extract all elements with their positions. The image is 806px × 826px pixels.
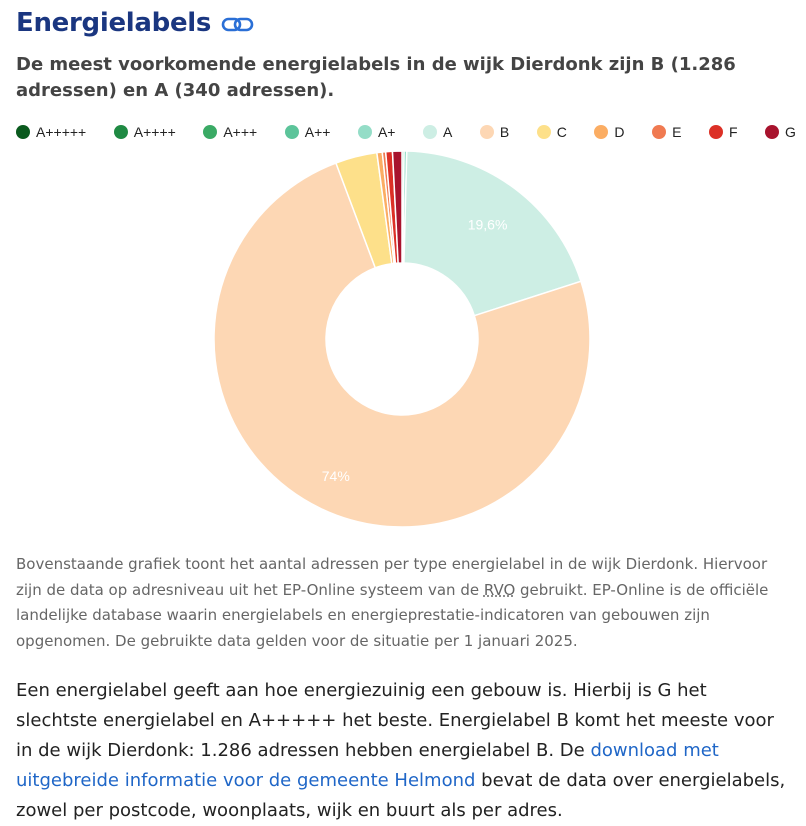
legend-swatch — [284, 125, 299, 139]
legend-item[interactable]: A+++ — [203, 124, 257, 140]
legend-swatch — [203, 125, 218, 139]
legend-label: A++ — [304, 124, 331, 140]
data-label: 19,6% — [468, 217, 508, 233]
legend-label: E — [672, 124, 682, 140]
legend-item[interactable]: F — [708, 124, 738, 140]
legend-swatch — [423, 125, 438, 139]
download-link[interactable]: download met uitgebreide informatie voor… — [16, 740, 719, 791]
chart-legend: A+++++ A++++ A+++ A++ A+ A B C D E F G — [16, 124, 796, 140]
legend-label: D — [614, 124, 625, 140]
legend-label: B — [499, 124, 510, 140]
title-row: Energielabels — [16, 8, 255, 38]
legend-label: F — [728, 124, 738, 140]
legend-label: A+ — [377, 124, 396, 140]
legend-swatch — [357, 125, 372, 139]
legend-swatch — [479, 125, 494, 139]
legend-swatch — [16, 125, 30, 139]
legend-swatch — [652, 125, 667, 139]
slice-b[interactable] — [213, 162, 591, 528]
legend-label: A+++ — [223, 124, 258, 140]
page-title: Energielabels — [16, 8, 212, 38]
legend-swatch — [594, 125, 609, 139]
legend-swatch — [536, 125, 551, 139]
legend-item[interactable]: A — [423, 124, 452, 140]
slice-a[interactable] — [403, 150, 582, 317]
legend-swatch — [708, 125, 723, 139]
donut-chart: 19,6% 74% — [213, 150, 591, 528]
legend-label: A+++++ — [36, 124, 87, 140]
caption-text-1: Bovenstaande grafiek toont het aantal ad… — [16, 555, 768, 599]
legend-item[interactable]: A+ — [357, 124, 396, 140]
legend-item[interactable]: A++ — [284, 124, 331, 140]
legend-label: C — [556, 124, 567, 140]
legend-item[interactable]: D — [594, 124, 625, 140]
explanation-paragraph: Een energielabel geeft aan hoe energiezu… — [16, 676, 791, 826]
slice-g[interactable] — [391, 150, 403, 264]
legend-label: G — [785, 124, 796, 140]
rvo-abbreviation[interactable]: RVO — [483, 580, 516, 599]
body-text-1: Een energielabel geeft aan hoe energiezu… — [16, 680, 774, 761]
legend-item[interactable]: B — [479, 124, 510, 140]
legend-label: A++++ — [133, 124, 176, 140]
legend-item[interactable]: G — [765, 124, 796, 140]
legend-item[interactable]: A+++++ — [16, 124, 86, 140]
legend-swatch — [765, 125, 780, 139]
legend-swatch — [113, 125, 128, 139]
caption-text-2: gebruikt. EP-Online is de officiële land… — [16, 580, 769, 650]
legend-item[interactable]: A++++ — [113, 124, 176, 140]
legend-item[interactable]: C — [536, 124, 567, 140]
link-icon[interactable] — [221, 15, 255, 35]
legend-label: A — [443, 124, 453, 140]
chart-subtitle: De meest voorkomende energielabels in de… — [16, 54, 736, 101]
legend-item[interactable]: E — [652, 124, 681, 140]
chart-caption: Bovenstaande grafiek toont het aantal ad… — [16, 552, 791, 654]
data-label: 74% — [322, 468, 350, 484]
body-text-2: bevat de data over energielabels, zowel … — [16, 770, 786, 821]
